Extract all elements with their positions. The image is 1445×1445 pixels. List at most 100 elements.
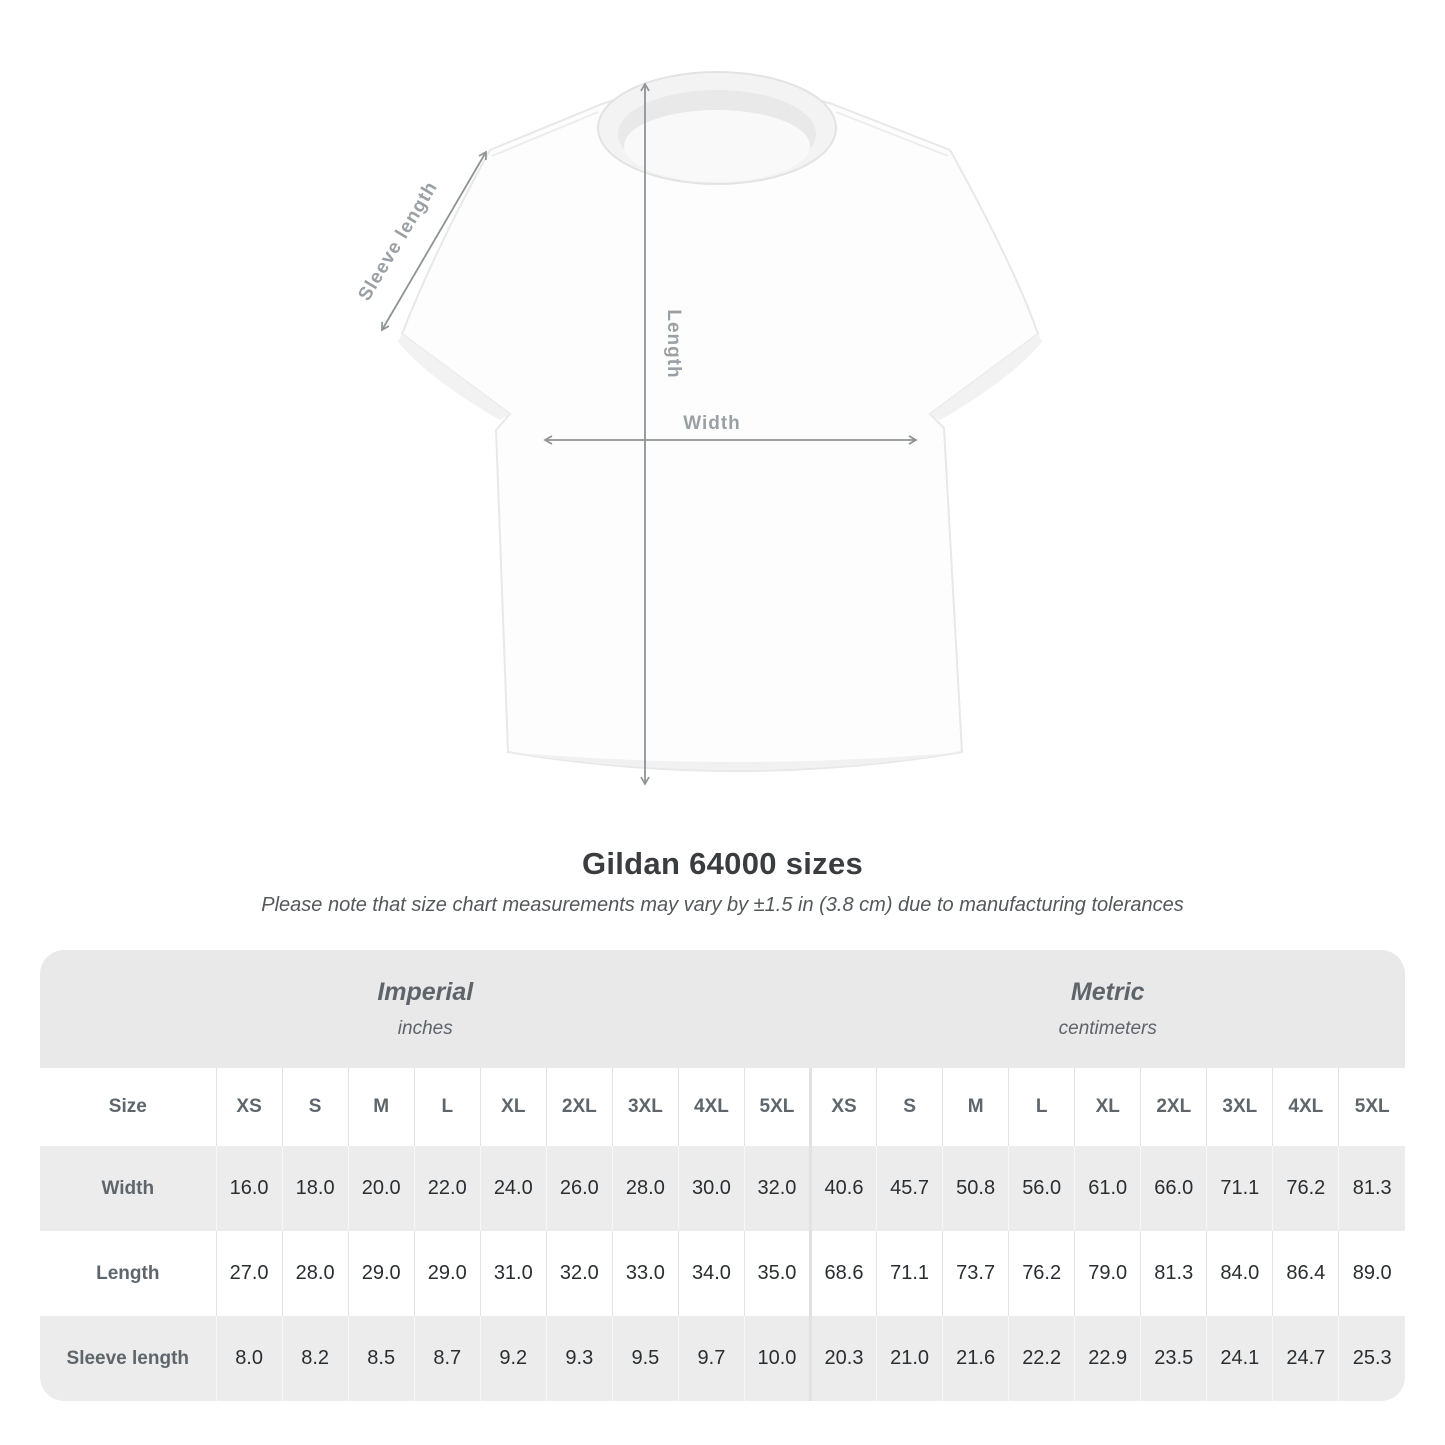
metric-value-cell: 23.5 — [1140, 1316, 1207, 1401]
imperial-value-cell: 35.0 — [743, 1231, 811, 1316]
metric-value-cell: 21.0 — [876, 1316, 943, 1401]
metric-value-cell: 71.1 — [876, 1231, 943, 1316]
metric-value-cell: 56.0 — [1008, 1146, 1075, 1231]
metric-group-header: Metric centimeters — [810, 950, 1405, 1068]
length-label: Length — [663, 309, 684, 378]
imperial-value-cell: 31.0 — [479, 1231, 547, 1316]
imperial-group-name: Imperial — [377, 978, 474, 1006]
imperial-value-cell: 30.0 — [677, 1146, 745, 1231]
imperial-value-cell: 20.0 — [347, 1146, 415, 1231]
imperial-value-cell: 9.3 — [545, 1316, 613, 1401]
imperial-value-cell: 18.0 — [281, 1146, 349, 1231]
imperial-value-cell: 9.2 — [479, 1316, 547, 1401]
imperial-size-header-5xl: 5XL — [743, 1068, 811, 1146]
imperial-size-header-3xl: 3XL — [611, 1068, 679, 1146]
metric-value-cell: 24.7 — [1272, 1316, 1339, 1401]
metric-size-header-4xl: 4XL — [1272, 1068, 1339, 1146]
imperial-size-header-2xl: 2XL — [545, 1068, 613, 1146]
row-label: Sleeve length — [66, 1347, 190, 1369]
imperial-value-cell: 8.5 — [347, 1316, 415, 1401]
unit-groups-row: Imperial inches Metric centimeters — [40, 950, 1405, 1068]
imperial-group-header: Imperial inches — [40, 950, 811, 1068]
metric-value-cell: 22.2 — [1008, 1316, 1075, 1401]
imperial-value-cell: 27.0 — [215, 1231, 283, 1316]
metric-size-header-xs: XS — [808, 1068, 877, 1146]
metric-value-cell: 71.1 — [1206, 1146, 1273, 1231]
metric-value-cell: 45.7 — [876, 1146, 943, 1231]
imperial-size-header-m: M — [347, 1068, 415, 1146]
imperial-value-cell: 8.7 — [413, 1316, 481, 1401]
row-label: Length — [96, 1262, 160, 1284]
metric-size-header-2xl: 2XL — [1140, 1068, 1207, 1146]
imperial-size-header-s: S — [281, 1068, 349, 1146]
metric-value-cell: 81.3 — [1338, 1146, 1405, 1231]
metric-value-cell: 81.3 — [1140, 1231, 1207, 1316]
measurement-row: Sleeve length 8.0 8.2 8.5 8.7 9.2 9.3 9.5 9.7 10.… — [40, 1316, 1405, 1401]
metric-value-cell: 66.0 — [1140, 1146, 1207, 1231]
imperial-value-cell: 29.0 — [413, 1231, 481, 1316]
imperial-value-cell: 33.0 — [611, 1231, 679, 1316]
metric-value-cell: 25.3 — [1338, 1316, 1405, 1401]
metric-size-header-m: M — [942, 1068, 1009, 1146]
imperial-value-cell: 29.0 — [347, 1231, 415, 1316]
measurement-arrows — [381, 82, 918, 786]
metric-value-cell: 84.0 — [1206, 1231, 1273, 1316]
sleeve-length-arrow — [381, 150, 487, 332]
imperial-size-header-xs: XS — [215, 1068, 283, 1146]
metric-value-cell: 21.6 — [942, 1316, 1009, 1401]
imperial-size-header-4xl: 4XL — [677, 1068, 745, 1146]
sizes-header-row: Size XS S M L XL 2XL 3XL 4XL 5XL XS S M L XL 2XL 3XL 4XL 5… — [40, 1068, 1405, 1146]
tshirt-left-cuff-shading — [398, 334, 510, 420]
tshirt-graphic — [398, 71, 1042, 772]
tshirt-right-cuff-shading — [930, 334, 1042, 420]
imperial-group-unit: inches — [397, 1018, 453, 1039]
tshirt-shoulder-seams — [491, 111, 949, 157]
metric-group-name: Metric — [1070, 978, 1145, 1006]
metric-value-cell: 61.0 — [1074, 1146, 1141, 1231]
metric-value-cell: 22.9 — [1074, 1316, 1141, 1401]
metric-size-header-xl: XL — [1074, 1068, 1141, 1146]
metric-value-cell: 76.2 — [1008, 1231, 1075, 1316]
imperial-value-cell: 32.0 — [545, 1231, 613, 1316]
imperial-value-cell: 22.0 — [413, 1146, 481, 1231]
metric-value-cell: 20.3 — [808, 1316, 877, 1401]
metric-value-cell: 24.1 — [1206, 1316, 1273, 1401]
width-label: Width — [683, 413, 741, 434]
imperial-value-cell: 28.0 — [281, 1231, 349, 1316]
metric-value-cell: 86.4 — [1272, 1231, 1339, 1316]
metric-value-cell: 40.6 — [808, 1146, 877, 1231]
tshirt-measurement-diagram: Sleeve length Length Width — [354, 71, 1042, 786]
tshirt-hem-shading — [508, 752, 962, 770]
metric-size-header-s: S — [876, 1068, 943, 1146]
imperial-size-header-l: L — [413, 1068, 481, 1146]
metric-size-header-3xl: 3XL — [1206, 1068, 1273, 1146]
imperial-value-cell: 24.0 — [479, 1146, 547, 1231]
row-label: Width — [101, 1177, 155, 1199]
imperial-value-cell: 26.0 — [545, 1146, 613, 1231]
imperial-value-cell: 9.7 — [677, 1316, 745, 1401]
metric-size-header-5xl: 5XL — [1338, 1068, 1405, 1146]
imperial-value-cell: 9.5 — [611, 1316, 679, 1401]
imperial-value-cell: 32.0 — [743, 1146, 811, 1231]
tshirt-collar-inner — [624, 110, 810, 182]
imperial-value-cell: 34.0 — [677, 1231, 745, 1316]
imperial-size-header-xl: XL — [479, 1068, 547, 1146]
imperial-value-cell: 10.0 — [743, 1316, 811, 1401]
size-table: Imperial inches Metric centimeters Size X… — [40, 950, 1405, 1401]
metric-value-cell: 73.7 — [942, 1231, 1009, 1316]
measurement-row: Width 16.0 18.0 20.0 22.0 24.0 26.0 28.0 30.0 32.… — [40, 1146, 1405, 1231]
measurement-row: Length 27.0 28.0 29.0 29.0 31.0 32.0 33.0 34.0 35… — [40, 1231, 1405, 1316]
metric-value-cell: 89.0 — [1338, 1231, 1405, 1316]
imperial-value-cell: 28.0 — [611, 1146, 679, 1231]
size-column-label: Size — [40, 1068, 217, 1146]
imperial-value-cell: 16.0 — [215, 1146, 283, 1231]
size-table-container: Imperial inches Metric centimeters Size X… — [40, 950, 1405, 1401]
metric-value-cell: 79.0 — [1074, 1231, 1141, 1316]
page-title: Gildan 64000 sizes — [581, 846, 864, 881]
metric-size-header-l: L — [1008, 1068, 1075, 1146]
size-table-body: Width 16.0 18.0 20.0 22.0 24.0 26.0 28.0 30.0 32.… — [40, 1146, 1405, 1401]
metric-value-cell: 68.6 — [808, 1231, 877, 1316]
metric-value-cell: 50.8 — [942, 1146, 1009, 1231]
metric-value-cell: 76.2 — [1272, 1146, 1339, 1231]
